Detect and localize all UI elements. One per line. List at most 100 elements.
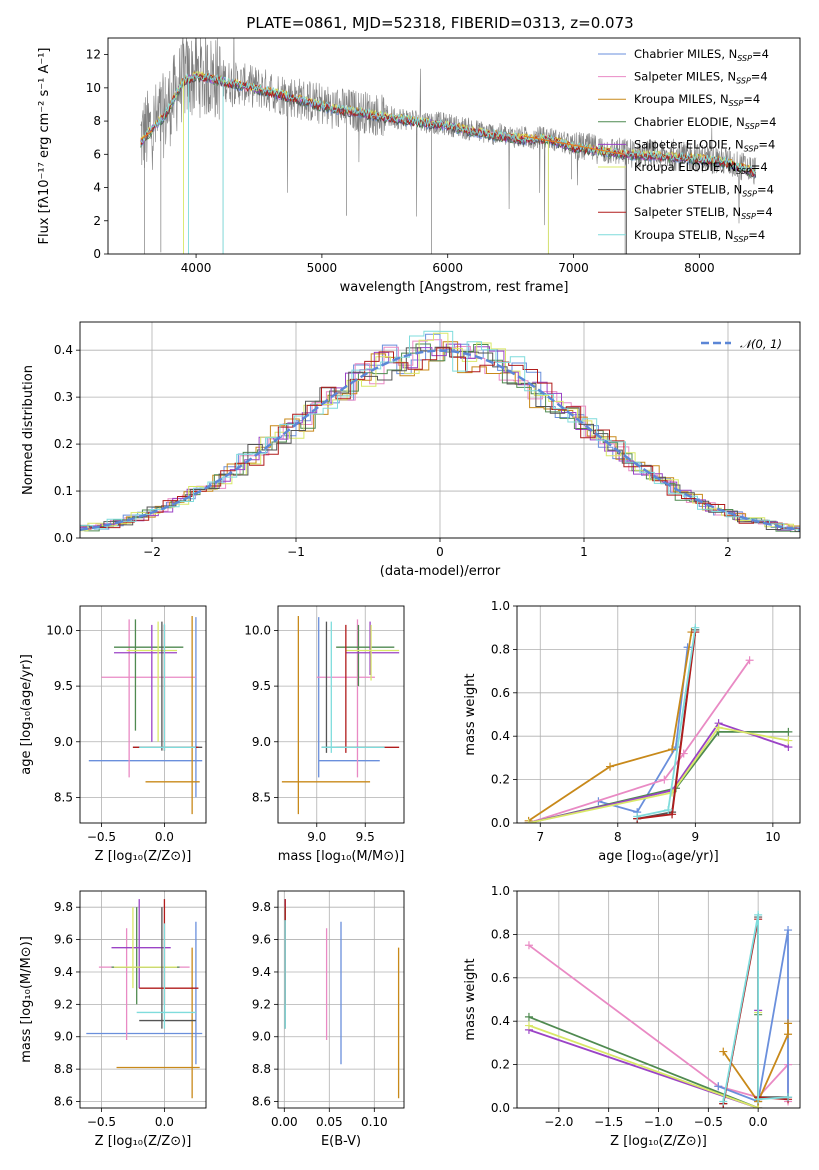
mass-vs-EBV-xtick-label: 0.00 — [271, 1115, 298, 1129]
massweight-vs-Z-ytick-label: 0.8 — [491, 927, 510, 941]
age-vs-Z-errorbar — [114, 624, 178, 742]
mass-vs-EBV-ytick-label: 8.6 — [252, 1095, 271, 1109]
spectrum-ytick-label: 6 — [93, 147, 101, 161]
massweight-vs-Z-ytick-label: 1.0 — [491, 884, 510, 898]
residuals-ytick-label: 0.4 — [54, 343, 73, 357]
massweight-vs-age-series-line — [598, 647, 689, 814]
age-vs-mass-errorbar — [281, 616, 371, 815]
massweight-vs-Z-point-marker — [524, 941, 533, 950]
spectrum-frame — [107, 37, 801, 255]
legend-entry: Salpeter MILES, NSSP=4 — [634, 70, 768, 86]
mass-vs-Z-errorbar — [116, 947, 200, 1099]
massweight-vs-Z-panel: −2.0 −1.5 −1.0 −0.5 0.0 0.0 0.2 0.4 0.6 0.8 1.0 Z [… — [463, 884, 801, 1149]
residuals-xtick-label: 1 — [580, 545, 588, 559]
legend-entry: Chabrier MILES, NSSP=4 — [634, 47, 769, 63]
massweight-vs-age-series-line — [528, 726, 789, 823]
massweight-vs-Z-xtick-label: 0.0 — [749, 1115, 768, 1129]
spectrum-model-line — [140, 71, 757, 175]
mass-vs-Z-ytick-label: 8.8 — [54, 1062, 73, 1076]
residuals-xlabel: (data-model)/error — [380, 564, 501, 579]
massweight-vs-age-point-marker — [524, 819, 533, 823]
age-vs-Z-ytick-label: 9.0 — [54, 735, 73, 749]
massweight-vs-age-point-marker — [691, 623, 700, 632]
residual-histogram — [80, 343, 800, 533]
massweight-vs-age-point-marker — [664, 805, 673, 814]
massweight-vs-age-xtick-label: 9 — [692, 830, 700, 844]
mass-vs-Z-xtick-label: −0.5 — [87, 1115, 116, 1129]
mass-vs-Z-ylabel: mass [log₁₀(M/M⊙)] — [19, 936, 34, 1063]
mass-vs-Z-frame — [79, 890, 207, 1109]
age-vs-Z-xlabel: Z [log₁₀(Z/Z⊙)] — [95, 849, 192, 864]
spectrum-ytick-label: 4 — [93, 181, 101, 195]
age-vs-Z-ytick-label: 10.0 — [46, 623, 73, 637]
massweight-vs-Z-point-marker — [784, 926, 793, 935]
massweight-vs-age-point-marker — [668, 810, 677, 819]
mass-vs-Z-errorbar — [136, 923, 196, 1029]
massweight-vs-Z-ytick-label: 0.6 — [491, 971, 510, 985]
age-vs-mass-xlabel: mass [log₁₀(M/M⊙)] — [278, 849, 405, 864]
legend-entry: Kroupa MILES, NSSP=4 — [634, 92, 760, 108]
age-vs-Z-plot-area — [88, 616, 203, 815]
mass-vs-EBV-ytick-label: 8.8 — [252, 1062, 271, 1076]
massweight-vs-Z-xtick-label: −0.5 — [694, 1115, 723, 1129]
mass-vs-EBV-xlabel: E(B-V) — [321, 1134, 361, 1149]
massweight-vs-Z-point-marker — [754, 910, 763, 919]
residuals-plot-area — [80, 330, 800, 533]
age-vs-Z-ytick-label: 8.5 — [54, 790, 73, 804]
massweight-vs-age-point-marker — [606, 762, 615, 771]
age-vs-mass-ytick-label: 9.5 — [252, 679, 271, 693]
age-vs-mass-ytick-label: 8.5 — [252, 790, 271, 804]
mass-vs-Z-errorbar — [114, 907, 178, 989]
legend-entry: Kroupa ELODIE, NSSP=4 — [634, 160, 768, 176]
spectrum-model-highlight — [140, 130, 624, 155]
massweight-vs-age-panel: 7 8 9 10 0.0 0.2 0.4 0.6 0.8 1.0 age [log₁₀(age/yr… — [463, 599, 801, 864]
residuals-xtick-label: −1 — [287, 545, 305, 559]
spectrum-xtick-label: 4000 — [181, 261, 212, 275]
mass-vs-EBV-ytick-label: 9.6 — [252, 933, 271, 947]
mass-vs-Z-ytick-label: 9.6 — [54, 933, 73, 947]
massweight-vs-Z-ylabel: mass weight — [463, 958, 478, 1040]
massweight-vs-Z-xtick-label: −1.0 — [644, 1115, 673, 1129]
massweight-vs-Z-ytick-label: 0.0 — [491, 1101, 510, 1115]
spectrum-ytick-label: 8 — [93, 114, 101, 128]
massweight-vs-Z-point-marker — [714, 1082, 723, 1091]
massweight-vs-age-ytick-label: 1.0 — [491, 599, 510, 613]
massweight-vs-age-point-marker — [683, 643, 692, 652]
mass-vs-EBV-ytick-label: 9.2 — [252, 997, 271, 1011]
legend-entry: Salpeter STELIB, NSSP=4 — [634, 205, 773, 221]
residual-histogram — [80, 346, 800, 532]
massweight-vs-age-xtick-label: 7 — [536, 830, 544, 844]
massweight-vs-age-point-marker — [660, 775, 669, 784]
massweight-vs-Z-ytick-label: 0.4 — [491, 1014, 510, 1028]
gaussian-legend-label: 𝒩(0, 1) — [740, 337, 782, 351]
age-vs-mass-xtick-label: 9.0 — [307, 830, 326, 844]
spectrum-ytick-label: 10 — [86, 81, 101, 95]
residual-histogram — [80, 333, 800, 531]
massweight-vs-Z-series-line — [722, 914, 789, 1102]
massweight-vs-age-ytick-label: 0.4 — [491, 729, 510, 743]
massweight-vs-age-ytick-label: 0.0 — [491, 816, 510, 830]
spectrum-ytick-label: 2 — [93, 214, 101, 228]
age-vs-mass-errorbar — [321, 621, 385, 753]
massweight-vs-Z-point-marker — [784, 1093, 793, 1102]
legend-entry: Chabrier ELODIE, NSSP=4 — [634, 115, 776, 131]
age-vs-mass-xtick-label: 9.5 — [356, 830, 375, 844]
massweight-vs-Z-point-marker — [784, 1019, 793, 1028]
legend-entry: Salpeter ELODIE, NSSP=4 — [634, 137, 775, 153]
age-vs-mass-ytick-label: 9.0 — [252, 735, 271, 749]
residual-histogram — [80, 347, 800, 530]
mass-vs-Z-errorbar — [86, 921, 203, 1065]
residuals-ytick-label: 0.1 — [54, 484, 73, 498]
spectrum-ytick-label: 0 — [93, 247, 101, 261]
residuals-xtick-label: 2 — [724, 545, 732, 559]
gaussian-curve — [80, 349, 800, 531]
spectrum-xtick-label: 7000 — [558, 261, 589, 275]
massweight-vs-Z-xtick-label: −2.0 — [544, 1115, 573, 1129]
age-vs-mass-errorbar — [345, 621, 400, 675]
mass-vs-EBV-grid — [278, 891, 404, 1108]
massweight-vs-age-point-marker — [679, 749, 688, 758]
massweight-vs-age-point-marker — [784, 736, 793, 745]
figure-title: PLATE=0861, MJD=52318, FIBERID=0313, z=0… — [246, 14, 633, 32]
mass-vs-EBV-ytick-label: 9.0 — [252, 1030, 271, 1044]
